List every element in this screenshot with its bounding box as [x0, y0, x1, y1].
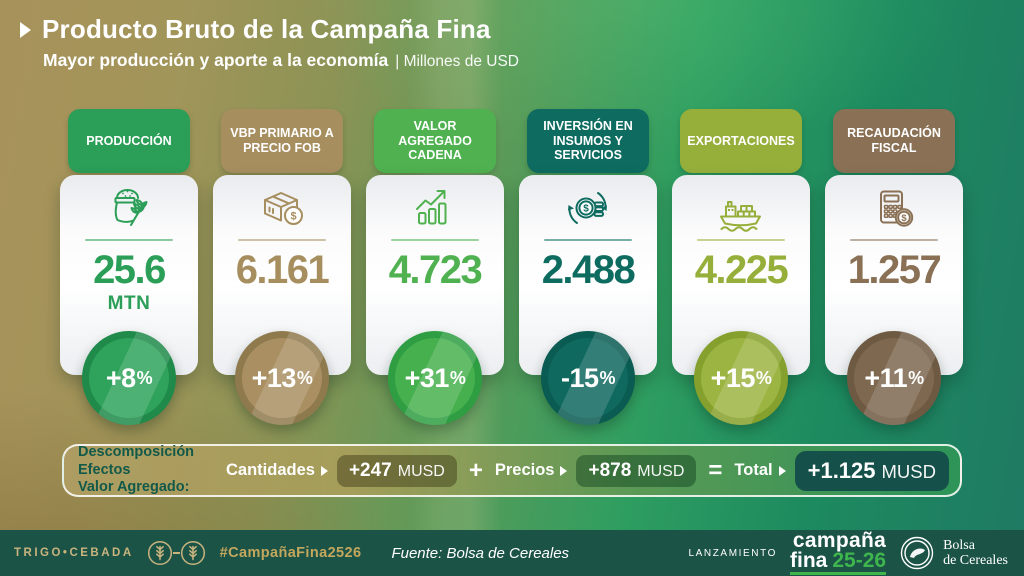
svg-text:$: $: [583, 204, 589, 215]
grain-sack-icon: [102, 184, 156, 232]
package-dollar-icon: $: [255, 184, 309, 232]
svg-text:$: $: [901, 213, 907, 224]
percent-sign: %: [296, 367, 313, 388]
percent-sign: %: [449, 367, 466, 388]
source-credit: Fuente: Bolsa de Cereales: [391, 544, 570, 562]
metric-cards-row: PRODUCCIÓN: [60, 109, 963, 425]
decomposition-bar: Descomposición Efectos Valor Agregado: C…: [62, 444, 962, 497]
divider: [237, 239, 327, 241]
delta-value: +11: [864, 362, 908, 393]
card-header-label: PRODUCCIÓN: [68, 109, 190, 173]
metric-value: 4.225: [694, 248, 789, 292]
metric-value: 1.257: [847, 248, 942, 292]
bolsa-seal-icon: [900, 536, 934, 570]
season-label: 25-26: [832, 548, 887, 572]
total-value-box: +1.125 MUSD: [794, 450, 949, 491]
delta-value: +13: [251, 362, 297, 393]
calculator-dollar-icon: $: [867, 184, 921, 232]
delta-value: +31: [404, 362, 450, 393]
bolsa-de-cereales-logo: Bolsa de Cereales: [899, 535, 1008, 571]
percent-sign: %: [599, 367, 616, 388]
delta-value: -15: [560, 362, 599, 393]
connector-dash: [172, 552, 180, 554]
card-header-label: VBP PRIMARIO A PRECIO FOB: [221, 109, 343, 173]
svg-text:$: $: [290, 211, 296, 223]
card-valor-agregado: VALOR AGREGADO CADENA 4.723 +31: [366, 109, 504, 425]
launch-label: LANZAMIENTO: [688, 547, 778, 559]
metric-value: 2.488: [541, 248, 636, 292]
delta-badge: +11%: [847, 331, 941, 425]
card-header-label: RECAUDACIÓN FISCAL: [833, 109, 955, 173]
card-exportaciones: EXPORTACIONES: [672, 109, 810, 425]
delta-value: +15: [710, 362, 756, 393]
header: Producto Bruto de la Campaña Fina Mayor …: [20, 14, 519, 71]
title-arrow-icon: [20, 21, 31, 38]
footer-right-group: LANZAMIENTO campaña fina 25-26 Bolsa de C…: [688, 530, 1008, 576]
metric-value: 6.161: [235, 248, 330, 292]
arrow-right-icon: [778, 465, 786, 476]
precios-value-box: +878 MUSD: [576, 454, 697, 487]
arrow-right-icon: [320, 465, 328, 476]
divider: [84, 239, 174, 241]
card-header-label: INVERSIÓN EN INSUMOS Y SERVICIOS: [527, 109, 649, 173]
org-name-line2: de Cereales: [943, 553, 1008, 568]
cantidades-label: Cantidades: [226, 461, 328, 480]
campana-fina-logo: campaña fina 25-26: [790, 530, 887, 576]
delta-badge: +15%: [694, 331, 788, 425]
percent-sign: %: [136, 367, 153, 388]
page-subtitle: Mayor producción y aporte a la economía: [43, 50, 389, 70]
divider: [696, 239, 786, 241]
metric-unit: MTN: [107, 293, 151, 314]
decomposition-items: Cantidades +247 MUSD + Precios +878 MUSD =…: [226, 450, 949, 491]
metric-value: 25.6: [93, 248, 166, 292]
total-label: Total: [734, 461, 786, 480]
precios-label: Precios: [495, 461, 568, 480]
crops-label: TRIGO•CEBADA: [14, 547, 134, 559]
delta-badge: +31%: [388, 331, 482, 425]
footer-bar: TRIGO•CEBADA #CampañaFina2526 Fuente: Bo…: [0, 530, 1024, 576]
cargo-ship-icon: [714, 184, 768, 232]
delta-badge: -15%: [541, 331, 635, 425]
plus-operator: +: [468, 456, 483, 484]
divider: [849, 239, 939, 241]
arrow-right-icon: [560, 465, 568, 476]
money-cycle-icon: $: [561, 184, 615, 232]
campaign-hashtag: #CampañaFina2526: [219, 545, 362, 561]
units-note: | Millones de USD: [395, 53, 519, 70]
divider: [543, 239, 633, 241]
card-body: 4.723: [366, 175, 504, 375]
percent-sign: %: [755, 367, 772, 388]
wheat-circle-icon: [147, 540, 172, 566]
cantidades-value-box: +247 MUSD: [336, 454, 457, 487]
percent-sign: %: [908, 367, 924, 388]
card-inversion: INVERSIÓN EN INSUMOS Y SERVICIOS $: [519, 109, 657, 425]
divider: [390, 239, 480, 241]
card-recaudacion-fiscal: RECAUDACIÓN FISCAL $: [825, 109, 963, 425]
org-name-line1: Bolsa: [943, 537, 975, 553]
growth-chart-icon: [408, 184, 462, 232]
delta-badge: +13%: [235, 331, 329, 425]
barley-circle-icon: [180, 540, 205, 566]
card-vbp-primario: VBP PRIMARIO A PRECIO FOB $ 6.161: [213, 109, 351, 425]
page-title: Producto Bruto de la Campaña Fina: [42, 14, 491, 44]
delta-badge: +8%: [82, 331, 176, 425]
card-produccion: PRODUCCIÓN: [60, 109, 198, 425]
metric-value: 4.723: [388, 248, 483, 292]
equals-operator: =: [708, 456, 723, 484]
wheat-badges: [147, 540, 206, 566]
card-header-label: VALOR AGREGADO CADENA: [374, 109, 496, 173]
card-header-label: EXPORTACIONES: [680, 109, 802, 173]
delta-value: +8: [105, 362, 136, 393]
decomposition-label: Descomposición Efectos Valor Agregado:: [78, 443, 195, 496]
